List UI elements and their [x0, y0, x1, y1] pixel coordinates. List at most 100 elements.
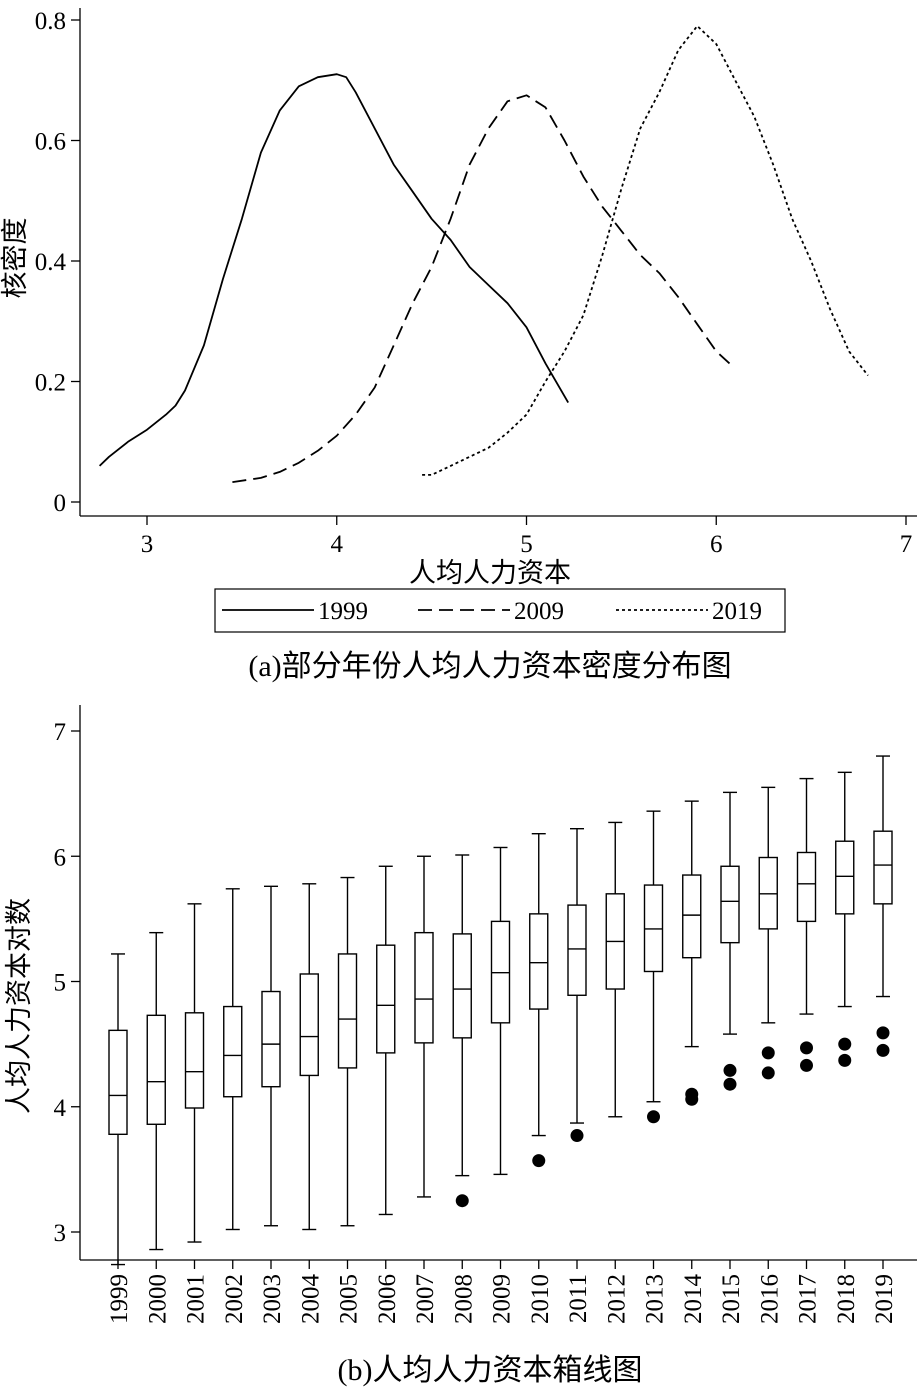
- boxplot-x-tick-label: 2005: [336, 1274, 363, 1324]
- legend-label-2009: 2009: [514, 598, 564, 625]
- box-iqr: [452, 933, 472, 1039]
- boxplot-x-tick-label: 2008: [450, 1274, 477, 1324]
- box-2009: [490, 846, 511, 1176]
- box-iqr: [184, 1012, 205, 1109]
- box-iqr: [796, 851, 817, 923]
- density-series: [98, 25, 869, 483]
- box-iqr: [108, 1029, 128, 1136]
- boxplot-x-tick-label: 2003: [259, 1274, 286, 1324]
- box-2013: [643, 810, 664, 1103]
- box-iqr: [529, 913, 549, 1010]
- box-2015: [720, 791, 740, 1035]
- density-x-axis-title: 人均人力资本: [409, 558, 571, 588]
- box-2010: [529, 833, 549, 1137]
- box-2002: [223, 888, 243, 1231]
- outlier-point-2019: [876, 1043, 890, 1057]
- boxplot-chart-caption: (b)人均人力资本箱线图: [338, 1354, 643, 1387]
- density-y-tick-label: 0: [54, 490, 67, 517]
- boxplot-x-tick-label: 2015: [718, 1274, 745, 1324]
- outlier-point-2016: [761, 1046, 775, 1060]
- density-y-tick-label: 0.2: [35, 370, 66, 397]
- outlier-point-2018: [838, 1053, 852, 1067]
- outlier-point-2008: [455, 1194, 469, 1208]
- outlier-point-2018: [838, 1037, 852, 1051]
- density-axes: 0 0.2 0.4 0.6 0.8 3 4 5 6 7: [35, 8, 917, 558]
- boxplot-y-tick-label: 7: [54, 719, 67, 746]
- boxplot-x-tick-label: 2006: [374, 1274, 401, 1324]
- outlier-point-2013: [647, 1110, 660, 1124]
- outlier-point-2010: [532, 1154, 546, 1168]
- outlier-point-2017: [800, 1041, 813, 1055]
- box-iqr: [376, 944, 396, 1054]
- legend-label-2019: 2019: [712, 598, 762, 625]
- density-y-axis-title: 核密度: [0, 218, 30, 299]
- boxplot-x-tick-label: 2014: [680, 1274, 707, 1325]
- boxplot-x-tick-label: 2004: [297, 1274, 324, 1325]
- density-x-tick-label: 6: [710, 531, 723, 558]
- outlier-point-2015: [723, 1077, 737, 1091]
- density-x-tick-label: 3: [141, 531, 154, 558]
- density-line-1999: [98, 73, 569, 467]
- box-2018: [835, 771, 855, 1008]
- outlier-point-2016: [761, 1066, 775, 1080]
- boxplot-x-tick-label: 2010: [527, 1274, 554, 1324]
- box-iqr: [567, 904, 587, 996]
- boxplot-y-tick-label: 3: [54, 1220, 67, 1247]
- box-2003: [261, 885, 281, 1227]
- density-y-tick-label: 0.4: [35, 249, 67, 276]
- density-line-2009: [232, 94, 731, 483]
- boxplot-x-tick-label: 2017: [795, 1274, 822, 1324]
- boxplot-y-axis-title: 人均人力资本对数: [4, 898, 34, 1114]
- box-iqr: [414, 931, 434, 1044]
- boxplot-x-tick-label: 2013: [642, 1274, 669, 1324]
- outlier-point-2015: [723, 1063, 737, 1077]
- boxplot-y-tick-label: 5: [54, 970, 67, 997]
- boxplot-axes: 3 4 5 6 7 1999 2000 2001 2002 2003 2004 2005 2006 200…: [54, 705, 917, 1325]
- box-1999: [108, 953, 128, 1266]
- boxplot-x-tick-label: 2011: [565, 1274, 592, 1323]
- box-iqr: [682, 874, 702, 959]
- density-x-tick-label: 4: [331, 531, 344, 558]
- boxplot-x-tick-label: 2012: [603, 1274, 630, 1324]
- boxplot-x-tick-label: 2007: [412, 1274, 439, 1324]
- box-2011: [567, 827, 587, 1124]
- box-2004: [299, 883, 319, 1231]
- box-iqr: [835, 840, 855, 915]
- box-iqr: [223, 1005, 243, 1098]
- box-iqr: [873, 830, 893, 905]
- box-2012: [605, 821, 625, 1118]
- boxplot-x-tick-label: 1999: [106, 1274, 133, 1324]
- boxplot-y-tick-label: 6: [54, 844, 67, 871]
- boxplot-x-tick-label: 2009: [489, 1274, 516, 1324]
- box-iqr: [299, 973, 319, 1077]
- outlier-point-2011: [570, 1129, 584, 1143]
- density-line-2019: [422, 25, 869, 476]
- boxplot-x-tick-label: 2000: [144, 1274, 171, 1324]
- density-x-tick-label: 5: [520, 531, 533, 558]
- box-iqr: [720, 865, 740, 944]
- density-chart-caption: (a)部分年份人均人力资本密度分布图: [248, 650, 731, 683]
- boxplot-x-tick-label: 2002: [221, 1274, 248, 1324]
- boxplot-x-tick-label: 2018: [833, 1274, 860, 1324]
- density-legend: 1999 2009 2019: [214, 588, 786, 633]
- density-x-tick-label: 7: [900, 531, 913, 558]
- box-2014: [682, 800, 702, 1048]
- boxplot-chart: 3 4 5 6 7 1999 2000 2001 2002 2003 2004 2005 2006 200…: [4, 705, 917, 1387]
- density-y-tick-label: 0.6: [35, 129, 66, 156]
- box-2005: [337, 876, 358, 1227]
- legend-box: [214, 588, 786, 633]
- box-2017: [796, 777, 817, 1015]
- box-2007: [414, 855, 434, 1198]
- outlier-point-2019: [876, 1026, 890, 1040]
- box-iqr: [146, 1014, 166, 1125]
- boxplot-x-tick-label: 2001: [183, 1274, 210, 1324]
- density-y-tick-label: 0.8: [35, 8, 66, 35]
- box-2001: [184, 903, 205, 1243]
- legend-label-1999: 1999: [318, 598, 368, 625]
- box-2000: [146, 931, 166, 1251]
- boxplot-x-tick-label: 2016: [756, 1274, 783, 1324]
- box-2008: [452, 854, 472, 1177]
- outlier-point-2017: [800, 1058, 813, 1072]
- boxplot-y-tick-label: 4: [54, 1095, 67, 1122]
- boxplot-x-tick-label: 2019: [871, 1274, 898, 1324]
